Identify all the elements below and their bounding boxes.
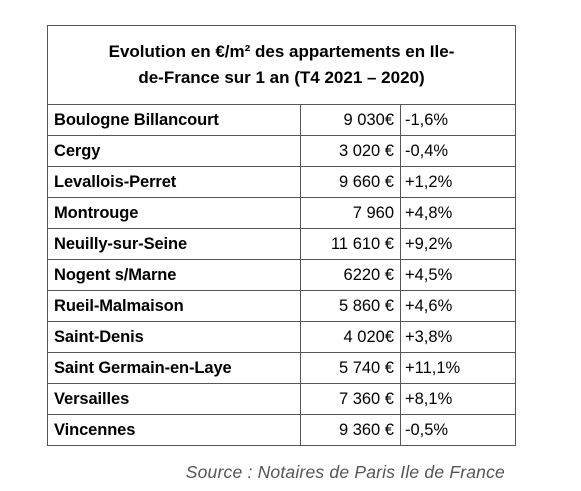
- change-cell: -0,4%: [400, 135, 516, 167]
- price-cell: 3 020 €: [300, 135, 401, 167]
- city-cell: Levallois-Perret: [47, 166, 301, 198]
- city-cell: Boulogne Billancourt: [47, 104, 301, 136]
- city-cell: Saint-Denis: [47, 321, 301, 353]
- change-cell: +4,8%: [400, 197, 516, 229]
- city-cell: Rueil-Malmaison: [47, 290, 301, 322]
- city-cell: Montrouge: [47, 197, 301, 229]
- table-row: Neuilly-sur-Seine 11 610 € +9,2%: [47, 228, 516, 260]
- change-cell: +8,1%: [400, 383, 516, 415]
- table-row: Saint-Denis 4 020€ +3,8%: [47, 321, 516, 353]
- price-cell: 4 020€: [300, 321, 401, 353]
- table-title-line-2: de-France sur 1 an (T4 2021 – 2020): [138, 68, 425, 87]
- price-cell: 6220 €: [300, 259, 401, 291]
- change-cell: +4,5%: [400, 259, 516, 291]
- table-row: Rueil-Malmaison 5 860 € +4,6%: [47, 290, 516, 322]
- change-cell: +11,1%: [400, 352, 516, 384]
- price-evolution-table: Evolution en €/m² des appartements en Il…: [47, 25, 516, 446]
- city-cell: Cergy: [47, 135, 301, 167]
- city-cell: Saint Germain-en-Laye: [47, 352, 301, 384]
- city-cell: Versailles: [47, 383, 301, 415]
- change-cell: +9,2%: [400, 228, 516, 260]
- table-row: Versailles 7 360 € +8,1%: [47, 383, 516, 415]
- city-cell: Neuilly-sur-Seine: [47, 228, 301, 260]
- change-cell: -1,6%: [400, 104, 516, 136]
- change-cell: +4,6%: [400, 290, 516, 322]
- city-cell: Vincennes: [47, 414, 301, 446]
- price-cell: 9 030€: [300, 104, 401, 136]
- change-cell: +3,8%: [400, 321, 516, 353]
- table-title-row: Evolution en €/m² des appartements en Il…: [47, 25, 516, 105]
- table-row: Vincennes 9 360 € -0,5%: [47, 414, 516, 446]
- table-row: Nogent s/Marne 6220 € +4,5%: [47, 259, 516, 291]
- table-title-line-1: Evolution en €/m² des appartements en Il…: [108, 42, 455, 61]
- table-row: Saint Germain-en-Laye 5 740 € +11,1%: [47, 352, 516, 384]
- change-cell: -0,5%: [400, 414, 516, 446]
- price-cell: 5 860 €: [300, 290, 401, 322]
- city-cell: Nogent s/Marne: [47, 259, 301, 291]
- price-cell: 7 960: [300, 197, 401, 229]
- price-cell: 9 660 €: [300, 166, 401, 198]
- table-row: Levallois-Perret 9 660 € +1,2%: [47, 166, 516, 198]
- price-cell: 9 360 €: [300, 414, 401, 446]
- price-cell: 11 610 €: [300, 228, 401, 260]
- change-cell: +1,2%: [400, 166, 516, 198]
- table-title: Evolution en €/m² des appartements en Il…: [47, 25, 516, 105]
- table-row: Boulogne Billancourt 9 030€ -1,6%: [47, 104, 516, 136]
- price-cell: 5 740 €: [300, 352, 401, 384]
- table-row: Montrouge 7 960 +4,8%: [47, 197, 516, 229]
- table-row: Cergy 3 020 € -0,4%: [47, 135, 516, 167]
- price-cell: 7 360 €: [300, 383, 401, 415]
- source-caption: Source : Notaires de Paris Ile de France: [185, 462, 505, 482]
